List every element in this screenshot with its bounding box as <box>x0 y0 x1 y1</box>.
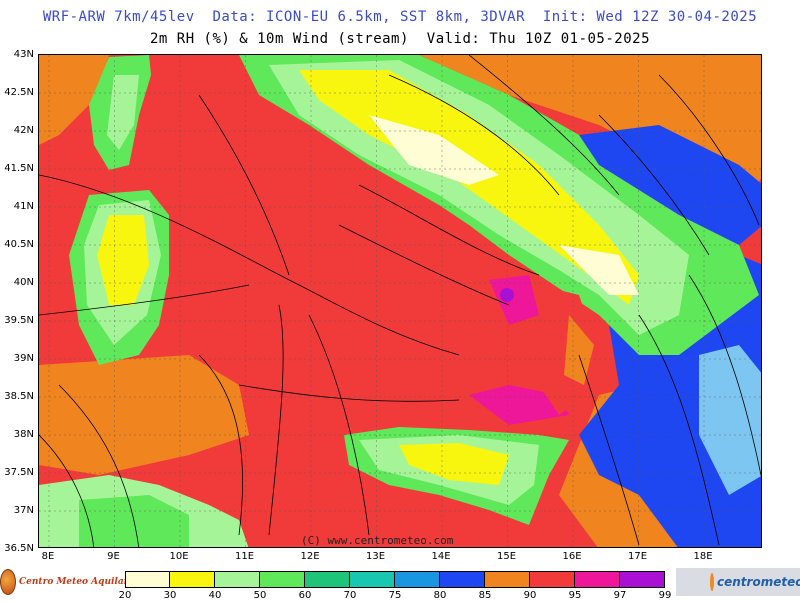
legend-tick-label: 75 <box>388 590 402 601</box>
legend-color-cell <box>440 571 485 588</box>
longitude-label: 14E <box>431 551 451 562</box>
land-italy-dry-2 <box>559 245 639 295</box>
latitude-label: 41.5N <box>4 163 34 174</box>
legend-color-cell <box>395 571 440 588</box>
graticule <box>39 55 761 547</box>
chart-title-line1: WRF-ARW 7km/45lev Data: ICON-EU 6.5km, S… <box>42 9 758 25</box>
logo-left-text: Centro Meteo Aquilano <box>19 577 137 587</box>
legend-color-cell <box>620 571 665 588</box>
streamline <box>638 314 720 546</box>
logo-centro-meteo-aquilano: Centro Meteo Aquilano <box>0 568 136 596</box>
streamline <box>388 74 560 196</box>
latitude-label: 42N <box>13 125 34 136</box>
wind-streamlines <box>39 55 761 547</box>
streamline <box>198 354 243 536</box>
legend-tick-label: 40 <box>208 590 222 601</box>
land-corsica-inner <box>107 75 139 150</box>
streamline <box>198 94 290 276</box>
latitude-label: 37.5N <box>4 467 34 478</box>
legend-color-cell <box>575 571 620 588</box>
sea-orange-nw <box>39 55 109 145</box>
legend-tick-label: 30 <box>163 590 177 601</box>
legend-tick-label: 80 <box>433 590 447 601</box>
legend-tick-label: 97 <box>613 590 627 601</box>
land-sardinia-inner <box>97 215 149 305</box>
legend-color-cell <box>125 571 170 588</box>
sea-purple-spot <box>500 288 514 302</box>
land-sicily-inner <box>399 443 509 485</box>
legend-color-cell <box>170 571 215 588</box>
legend-color-cell <box>260 571 305 588</box>
longitude-label: 10E <box>169 551 189 562</box>
logo-ring-icon <box>710 573 714 591</box>
latitude-label: 37N <box>13 505 34 516</box>
land-calabria-inner <box>564 315 594 385</box>
streamline <box>39 174 300 286</box>
streamline <box>58 384 140 547</box>
legend-tick-label: 99 <box>658 590 672 601</box>
streamline <box>268 304 284 536</box>
watermark: (C) www.centrometeo.com <box>301 534 454 547</box>
streamline <box>468 55 620 196</box>
streamline <box>39 434 95 547</box>
streamline <box>298 284 460 356</box>
logo-right-text: centrometeo <box>717 575 800 589</box>
legend-color-cell <box>485 571 530 588</box>
longitude-label: 15E <box>496 551 517 562</box>
sea-lightblue-ionian <box>699 345 761 495</box>
rh-wind-map-svg <box>39 55 761 547</box>
longitude-label: 17E <box>627 551 648 562</box>
sea-orange-sw <box>39 355 249 475</box>
chart-title-line2: 2m RH (%) & 10m Wind (stream) Valid: Thu… <box>149 31 650 47</box>
streamline <box>358 184 540 276</box>
legend-color-cell <box>350 571 395 588</box>
latitude-label: 41N <box>13 201 34 212</box>
streamline <box>308 314 370 536</box>
legend-tick-label: 90 <box>523 590 537 601</box>
longitude-label: 13E <box>365 551 386 562</box>
sea-blue-adriatic <box>579 125 761 245</box>
legend-color-cell <box>530 571 575 588</box>
streamline <box>598 114 710 256</box>
legend-color-cell <box>305 571 350 588</box>
latitude-label: 36.5N <box>4 543 34 554</box>
streamline <box>688 274 761 478</box>
latitude-label: 38.5N <box>4 391 34 402</box>
streamline <box>39 284 250 316</box>
longitude-label: 16E <box>562 551 582 562</box>
longitude-label: 11E <box>234 551 255 562</box>
legend-tick-label: 20 <box>118 590 132 601</box>
latitude-label: 42.5N <box>4 87 34 98</box>
sea-magenta-spot-2 <box>469 385 569 425</box>
latitude-label: 38N <box>13 429 34 440</box>
logo-emblem-icon <box>0 569 16 595</box>
latitude-label: 39.5N <box>4 315 34 326</box>
streamline <box>238 384 460 402</box>
latitude-label: 43N <box>13 49 34 60</box>
weather-map[interactable]: (C) www.centrometeo.com <box>38 54 762 548</box>
streamline <box>658 74 760 226</box>
legend-tick-label: 85 <box>478 590 492 601</box>
land-italy-dry-1 <box>369 115 499 185</box>
legend-tick-label: 95 <box>568 590 582 601</box>
longitude-label: 12E <box>300 551 320 562</box>
longitude-label: 9E <box>107 551 120 562</box>
sea-magenta-spot-1 <box>489 275 539 325</box>
logo-centrometeo: centrometeo <box>676 568 800 596</box>
latitude-label: 40.5N <box>4 239 34 250</box>
latitude-label: 39N <box>13 353 34 364</box>
longitude-label: 8E <box>41 551 55 562</box>
sea-orange-adriatic <box>419 55 761 215</box>
legend-tick-label: 70 <box>343 590 357 601</box>
streamline <box>578 354 640 546</box>
rh-color-legend <box>125 571 665 588</box>
legend-tick-label: 50 <box>253 590 267 601</box>
longitude-label: 18E <box>693 551 713 562</box>
legend-tick-label: 60 <box>298 590 312 601</box>
latitude-label: 40N <box>13 277 34 288</box>
streamline <box>338 224 510 306</box>
legend-color-cell <box>215 571 260 588</box>
